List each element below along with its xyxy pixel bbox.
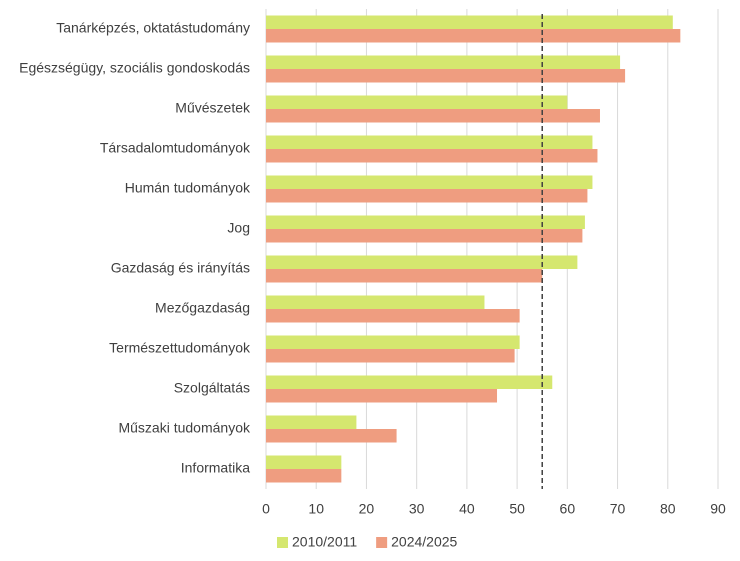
bar [266,415,357,429]
x-tick-label: 50 [509,501,525,517]
bar [266,29,681,43]
bar [266,135,593,149]
x-tick-label: 0 [262,501,270,517]
bar [266,15,673,29]
category-label: Gazdaság és irányítás [111,260,250,276]
x-tick-label: 80 [660,501,676,517]
bar [266,215,585,229]
legend-swatch [376,537,388,548]
bar [266,375,553,389]
x-tick-label: 70 [610,501,626,517]
category-label: Művészetek [175,100,251,116]
bar [266,255,578,269]
bar [266,269,543,283]
bar [266,55,621,69]
bar [266,349,515,363]
bar [266,229,583,243]
category-label: Tanárképzés, oktatástudomány [56,20,250,36]
category-label: Egészségügy, szociális gondoskodás [19,60,250,76]
bar [266,109,600,123]
legend-label: 2010/2011 [292,534,357,550]
bar [266,175,593,189]
x-tick-label: 10 [308,501,324,517]
x-tick-label: 20 [359,501,375,517]
x-tick-label: 90 [710,501,726,517]
category-label: Jog [227,220,250,236]
category-label: Informatika [181,460,250,476]
category-label: Társadalomtudományok [100,140,251,156]
bar [266,335,520,349]
bar [266,455,342,469]
bar [266,189,588,203]
x-tick-label: 60 [560,501,576,517]
category-label: Szolgáltatás [174,380,250,396]
category-label: Műszaki tudományok [118,420,251,436]
bar [266,429,397,443]
category-label: Humán tudományok [125,180,251,196]
category-label: Természettudományok [109,340,251,356]
legend-swatch [277,537,288,548]
bar [266,309,520,323]
bar [266,95,568,109]
category-label: Mezőgazdaság [155,300,250,316]
bar [266,149,598,163]
bar [266,469,342,483]
x-tick-label: 40 [459,501,475,517]
bar [266,295,485,309]
bar [266,69,626,83]
x-tick-label: 30 [409,501,425,517]
bar [266,389,498,403]
legend-label: 2024/2025 [391,534,457,550]
